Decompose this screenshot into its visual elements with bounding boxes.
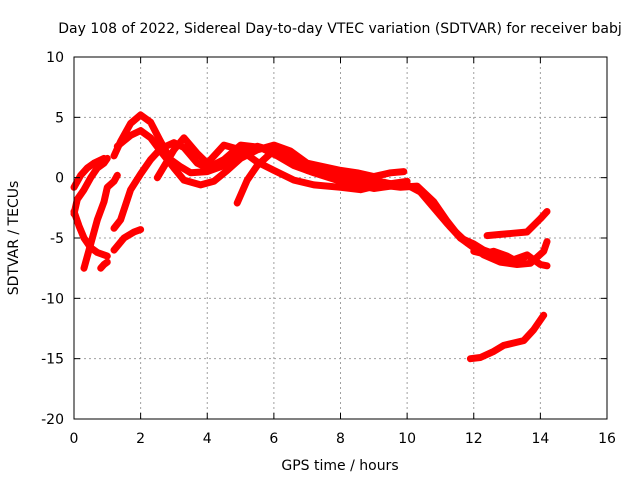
y-tick-label: 10 [46,50,64,66]
data-series [70,111,551,363]
y-tick-label: -15 [41,352,64,368]
series-arc-10 [153,134,498,258]
chart-title: Day 108 of 2022, Sidereal Day-to-day VTE… [58,21,621,37]
x-tick-label: 12 [465,431,483,447]
series-arc-4 [97,258,111,272]
x-tick-label: 10 [398,431,416,447]
series-arc-13 [483,208,551,240]
series-arc-5 [70,154,111,218]
series-arc-11 [233,150,551,268]
y-tick-label: 0 [55,171,64,187]
x-axis-label: GPS time / hours [281,458,398,474]
y-tick-label: -5 [50,231,64,247]
grid [74,57,607,419]
series-arc-1 [70,154,108,191]
axis-ticks: 0 2 4 6 8 10 12 14 16 -20 -15 -10 -5 0 5 10 [41,50,616,447]
x-tick-label: 16 [598,431,616,447]
x-tick-label: 14 [531,431,549,447]
y-tick-label: -20 [41,412,64,428]
series-arc-3 [80,171,121,272]
series-arc-9 [113,127,408,189]
series-arc-14 [466,311,548,363]
y-tick-label: 5 [55,110,64,126]
series-arc-7 [110,226,145,254]
x-tick-label: 0 [70,431,79,447]
x-tick-label: 4 [203,431,212,447]
series-arc-2 [70,208,111,260]
y-tick-label: -10 [41,291,64,307]
y-axis-label: SDTVAR / TECUs [6,181,22,296]
x-tick-label: 8 [336,431,345,447]
x-tick-label: 2 [136,431,145,447]
x-tick-label: 6 [269,431,278,447]
series-arc-12 [470,247,551,270]
